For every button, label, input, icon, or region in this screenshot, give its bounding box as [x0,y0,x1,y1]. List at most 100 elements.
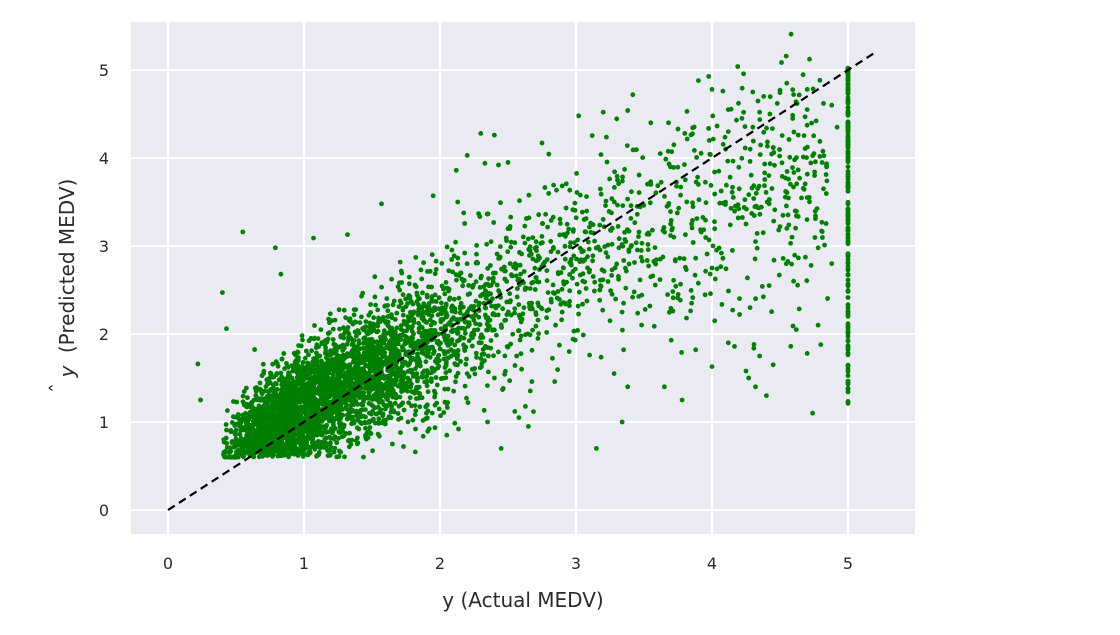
data-point [779,60,784,65]
data-point [631,289,637,295]
data-point [485,345,490,350]
data-point [584,298,590,304]
data-point [845,373,851,378]
data-point [725,129,731,135]
data-point [551,245,556,250]
data-point [333,342,338,348]
data-point [614,116,620,122]
data-point [406,325,412,330]
data-point [400,307,406,313]
data-point [766,201,772,207]
data-point [444,356,450,362]
data-point [389,379,395,385]
data-point [559,286,565,292]
data-point [434,382,440,388]
data-point [567,244,573,250]
data-point [330,326,336,332]
data-point [845,78,851,84]
data-point [338,360,343,366]
data-point [341,307,347,313]
data-point [367,410,372,416]
data-point [237,438,243,444]
data-point [790,323,796,329]
data-point [801,186,807,192]
data-point [438,376,444,382]
data-point [736,206,742,212]
data-point [544,315,549,321]
data-point [628,203,634,209]
data-point [845,338,851,344]
data-point [622,166,627,172]
data-point [363,362,368,368]
data-point [266,376,272,381]
data-point [379,284,384,290]
data-point [329,405,334,411]
data-point [469,314,474,319]
data-point [735,202,741,208]
data-point [445,333,451,339]
data-point [674,210,680,216]
data-point [512,363,518,368]
data-point [788,240,793,246]
data-point [332,416,337,422]
data-point [792,157,797,163]
data-point [432,425,438,431]
data-point [448,353,454,359]
data-point [817,139,823,144]
data-point [270,386,276,391]
data-point [635,310,641,316]
data-point [413,408,419,414]
data-point [485,419,490,425]
data-point [625,384,631,390]
data-point [462,250,468,256]
data-point [496,162,501,168]
data-point [508,214,514,220]
data-point [288,420,294,426]
data-point [425,428,431,434]
data-point [494,332,499,338]
data-point [612,169,617,175]
data-point [522,223,528,229]
data-point [667,309,672,315]
data-point [783,53,789,59]
data-point [696,78,701,83]
data-point [845,369,851,374]
data-point [270,361,276,367]
data-point [597,247,603,253]
data-point [808,160,814,166]
data-point [449,257,455,262]
data-point [639,292,645,298]
data-point [320,395,326,401]
data-point [633,240,639,246]
data-point [233,454,239,460]
data-point [561,232,566,237]
data-point [308,432,313,438]
data-point [771,218,777,224]
data-point [728,205,734,211]
data-point [349,342,355,347]
data-point [425,389,431,395]
data-point [420,316,426,322]
data-point [612,265,618,271]
data-point [366,370,372,376]
data-point [292,416,298,422]
data-point [665,292,670,297]
data-point [703,268,708,274]
data-point [503,268,508,274]
data-point [777,87,783,93]
data-point [377,395,383,401]
data-point [622,230,627,235]
data-point [679,350,684,355]
data-point [560,265,566,271]
data-point [423,319,429,325]
data-point [396,304,402,309]
data-point [477,300,482,306]
data-point [559,309,565,315]
data-point [620,327,625,333]
data-point [409,313,414,318]
data-point [792,252,798,258]
data-point [336,409,342,414]
data-point [674,183,679,189]
data-point [621,347,626,353]
data-point [613,296,618,302]
